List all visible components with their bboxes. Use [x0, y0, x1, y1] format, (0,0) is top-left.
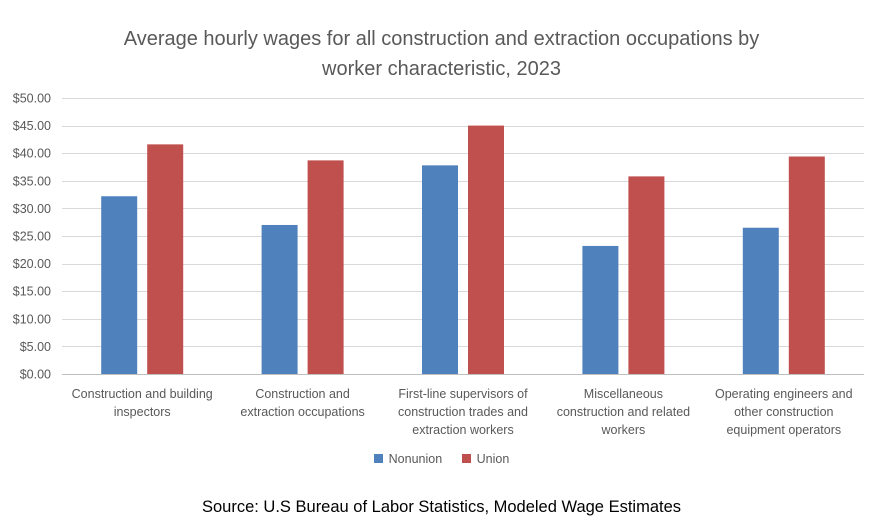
bar-union-4[interactable] [788, 156, 825, 374]
chart-title: Average hourly wages for all constructio… [0, 24, 883, 84]
bar-union-1[interactable] [307, 160, 344, 374]
x-category-label: workers [601, 423, 646, 437]
x-category-label: extraction occupations [240, 405, 364, 419]
y-tick-label: $0.00 [20, 368, 51, 382]
x-category-label: First-line supervisors of [398, 387, 528, 401]
legend-label-nonunion: Nonunion [388, 452, 443, 466]
y-tick-label: $5.00 [20, 340, 51, 354]
bar-nonunion-4[interactable] [742, 227, 779, 374]
y-tick-label: $40.00 [13, 147, 51, 161]
y-tick-label: $35.00 [13, 174, 51, 188]
x-category-label: inspectors [114, 405, 171, 419]
legend-item-nonunion[interactable]: Nonunion [373, 452, 443, 466]
y-tick-label: $45.00 [13, 119, 51, 133]
bar-union-3[interactable] [628, 176, 665, 374]
x-category-label: other construction [734, 405, 833, 419]
y-tick-label: $20.00 [13, 257, 51, 271]
y-tick-label: $15.00 [13, 285, 51, 299]
x-category-label: extraction workers [412, 423, 513, 437]
x-category-label: Operating engineers and [715, 387, 853, 401]
x-axis-category-labels: Construction and building inspectors Const… [72, 387, 853, 437]
x-category-label: construction and related [557, 405, 690, 419]
bars [101, 125, 825, 374]
gridlines [62, 98, 864, 375]
x-category-label: Construction and [255, 387, 350, 401]
x-category-label: Miscellaneous [584, 387, 663, 401]
bar-nonunion-3[interactable] [582, 245, 619, 374]
chart-title-line-2: worker characteristic, 2023 [322, 58, 561, 80]
y-tick-label: $25.00 [13, 230, 51, 244]
legend: Nonunion Union [0, 452, 883, 466]
y-tick-label: $30.00 [13, 202, 51, 216]
bar-union-2[interactable] [468, 125, 504, 374]
y-tick-label: $50.00 [13, 92, 51, 106]
legend-label-union: Union [476, 452, 510, 466]
legend-item-union[interactable]: Union [461, 452, 510, 466]
source-note: Source: U.S Bureau of Labor Statistics, … [201, 498, 682, 516]
x-category-label: Construction and building [72, 387, 213, 401]
y-axis-tick-labels: $0.00 $5.00 $10.00 $15.00 $20.00 $25.00 $30.00… [13, 92, 51, 382]
bar-union-0[interactable] [147, 144, 184, 374]
x-category-label: construction trades and [398, 405, 528, 419]
bar-nonunion-2[interactable] [422, 165, 458, 374]
x-category-label: equipment operators [726, 423, 841, 437]
bar-nonunion-1[interactable] [261, 224, 298, 374]
y-tick-label: $10.00 [13, 312, 51, 326]
chart-title-line-1: Average hourly wages for all constructio… [123, 28, 760, 50]
bar-nonunion-0[interactable] [101, 196, 138, 374]
legend-swatch-nonunion [373, 454, 383, 463]
legend-swatch-union [461, 454, 471, 463]
